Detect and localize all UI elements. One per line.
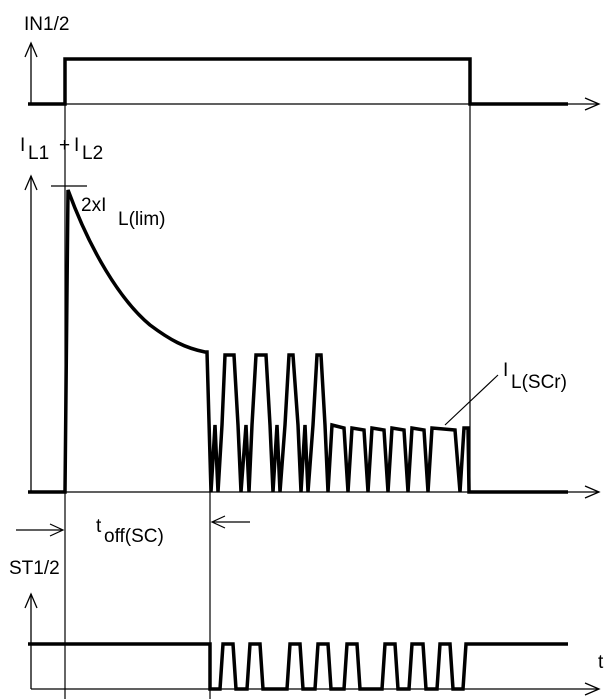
time-axis-label: t — [598, 652, 604, 673]
toff-annotation: t off(SC) — [16, 515, 250, 547]
limit-label: 2xIL(lim) — [81, 195, 166, 230]
in-label: IN1/2 — [24, 14, 69, 35]
current-x-arrow — [584, 485, 601, 499]
st-signal — [28, 642, 568, 691]
scr-pointer — [444, 374, 499, 426]
current-waveform — [28, 189, 568, 494]
current-label: I L1 + I L2 — [20, 135, 103, 164]
toff-arrow-left-head — [49, 523, 65, 537]
st-label: ST1/2 — [9, 558, 60, 579]
st-y-arrow — [24, 592, 38, 609]
in-panel: IN1/2 — [24, 14, 601, 111]
in-signal — [28, 57, 568, 106]
current-panel: I L1 + I L2 2xIL(lim) IL(SCr) — [20, 135, 601, 499]
toff-label: t off(SC) — [96, 516, 164, 547]
st-panel: ST1/2 t — [9, 558, 604, 696]
in-x-arrow — [584, 97, 601, 111]
scr-label: IL(SCr) — [503, 360, 567, 393]
in-y-arrow — [24, 41, 38, 58]
st-x-arrow — [584, 682, 601, 696]
current-y-arrow — [24, 174, 38, 191]
toff-arrow-right-head — [210, 515, 226, 529]
